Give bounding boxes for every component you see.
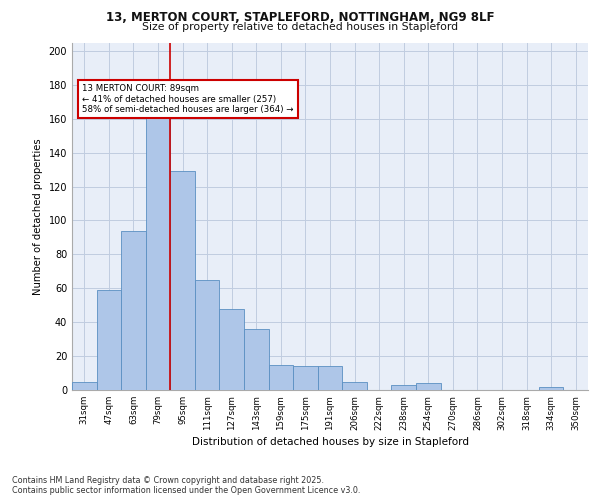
X-axis label: Distribution of detached houses by size in Stapleford: Distribution of detached houses by size … — [191, 436, 469, 446]
Text: Contains HM Land Registry data © Crown copyright and database right 2025.
Contai: Contains HM Land Registry data © Crown c… — [12, 476, 361, 495]
Bar — [121, 230, 146, 390]
Bar — [391, 385, 416, 390]
Bar — [220, 308, 244, 390]
Bar — [195, 280, 220, 390]
Bar — [97, 290, 121, 390]
Bar — [72, 382, 97, 390]
Bar — [318, 366, 342, 390]
Text: 13, MERTON COURT, STAPLEFORD, NOTTINGHAM, NG9 8LF: 13, MERTON COURT, STAPLEFORD, NOTTINGHAM… — [106, 11, 494, 24]
Bar — [293, 366, 318, 390]
Bar — [170, 172, 195, 390]
Bar — [342, 382, 367, 390]
Bar — [146, 112, 170, 390]
Y-axis label: Number of detached properties: Number of detached properties — [33, 138, 43, 294]
Bar — [244, 329, 269, 390]
Bar — [416, 383, 440, 390]
Bar — [269, 364, 293, 390]
Text: 13 MERTON COURT: 89sqm
← 41% of detached houses are smaller (257)
58% of semi-de: 13 MERTON COURT: 89sqm ← 41% of detached… — [82, 84, 294, 114]
Bar — [539, 386, 563, 390]
Text: Size of property relative to detached houses in Stapleford: Size of property relative to detached ho… — [142, 22, 458, 32]
